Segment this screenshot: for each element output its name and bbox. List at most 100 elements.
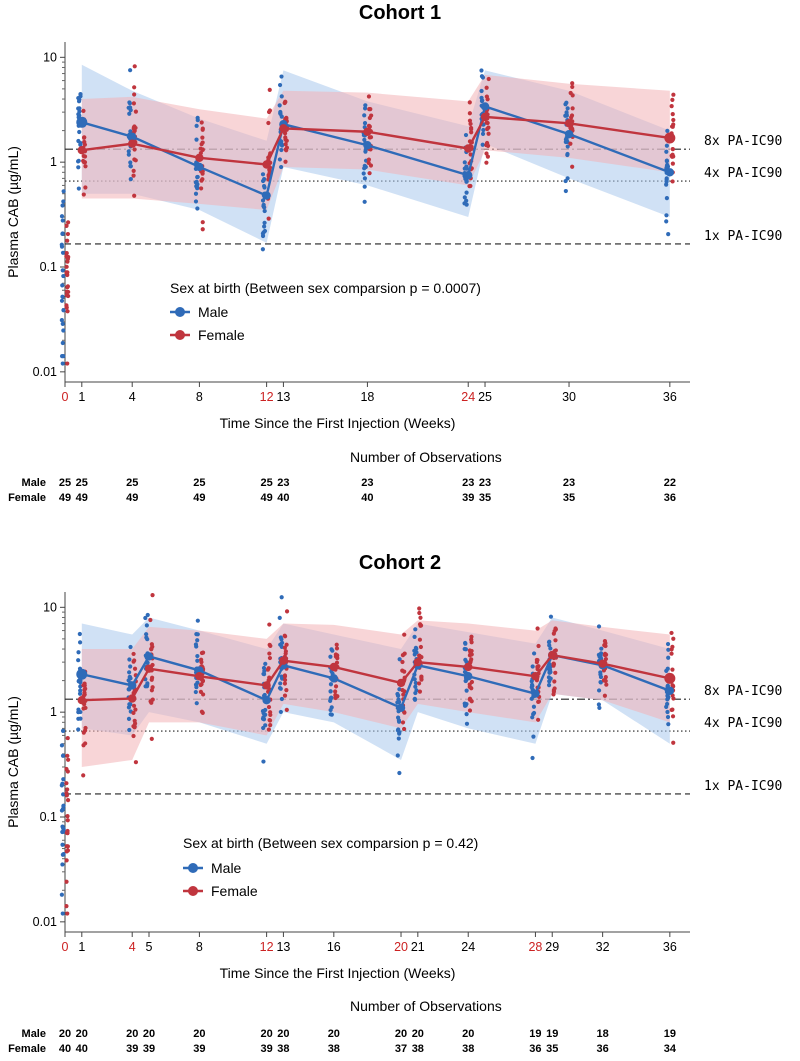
reference-line-label: 4x PA-IC90 [704, 716, 782, 731]
observation-point [60, 340, 65, 346]
observation-point [195, 182, 200, 187]
observation-point [570, 106, 575, 111]
observation-count-male: 20 [328, 1028, 340, 1040]
series-line-female [81, 653, 671, 702]
series-marker-female [128, 694, 137, 703]
observation-point [81, 743, 86, 748]
observation-point [76, 138, 81, 144]
observation-point [200, 126, 205, 131]
observation-point [283, 649, 288, 654]
series-marker-female [464, 144, 473, 153]
observation-point [563, 188, 568, 194]
observation-point [60, 250, 66, 255]
observation-point [277, 615, 282, 620]
observation-point [666, 655, 671, 660]
observation-point [60, 728, 66, 734]
observation-count-female: 36 [664, 492, 676, 504]
observation-point [148, 617, 153, 623]
observation-point [551, 692, 556, 697]
observation-point [81, 159, 86, 164]
observation-count-female: 49 [193, 492, 205, 504]
observation-point [535, 664, 540, 669]
observation-point [279, 164, 284, 170]
y-axis-label: Plasma CAB (µg/mL) [5, 146, 21, 278]
observation-point [81, 192, 86, 197]
observation-point [596, 624, 602, 629]
observation-point [278, 111, 283, 116]
observation-point [60, 218, 65, 223]
series-marker-male [564, 129, 574, 139]
series-marker-female [664, 132, 676, 144]
observation-point [530, 664, 535, 669]
observation-point [261, 759, 266, 764]
y-tick-label: 0.1 [40, 810, 57, 824]
observation-count-male: 23 [563, 477, 575, 489]
observation-point [200, 140, 205, 145]
observation-point [61, 829, 66, 834]
observation-point [65, 911, 70, 916]
observation-point [598, 653, 603, 658]
observation-point [81, 773, 86, 778]
observation-point [263, 707, 268, 713]
observation-point [64, 879, 69, 884]
series-marker-female [279, 656, 288, 665]
observation-point [78, 684, 83, 689]
observation-point [486, 131, 491, 136]
observation-point [397, 770, 402, 776]
observation-point [65, 361, 70, 366]
observation-point [464, 688, 469, 693]
observation-point [596, 702, 601, 707]
observation-point [64, 791, 69, 796]
observation-point [669, 651, 674, 656]
observation-point [413, 684, 418, 689]
observation-point [60, 294, 65, 299]
observation-point [669, 630, 674, 636]
observation-point [417, 637, 423, 642]
observation-point [83, 728, 88, 733]
observation-point [194, 685, 199, 690]
reference-line-label: 1x PA-IC90 [704, 229, 782, 244]
observation-point [413, 627, 418, 632]
observation-point [479, 88, 484, 94]
observation-point [597, 705, 602, 710]
observation-point [127, 674, 132, 679]
observation-point [536, 643, 541, 649]
observation-point [417, 610, 422, 616]
observation-point [485, 154, 490, 159]
observation-point [553, 648, 558, 653]
x-tick-label: 29 [545, 940, 559, 954]
observation-point [464, 198, 469, 203]
observation-point [76, 165, 81, 170]
observation-point [194, 137, 199, 142]
observation-point [468, 121, 473, 127]
observation-point [279, 595, 284, 600]
observation-point [669, 104, 674, 109]
x-axis-label: Time Since the First Injection (Weeks) [220, 965, 456, 981]
observation-point [546, 683, 552, 688]
observations-title: Number of Observations [350, 998, 502, 1014]
observation-point [366, 160, 371, 165]
observation-point [144, 635, 149, 640]
observation-point [279, 94, 284, 99]
series-marker-female [77, 146, 87, 155]
series-marker-female [413, 657, 423, 667]
y-tick-label: 10 [43, 50, 57, 64]
x-tick-label: 13 [276, 940, 290, 954]
observation-point [417, 689, 423, 694]
observation-count-female: 39 [193, 1043, 205, 1055]
observation-point [127, 111, 132, 116]
observation-point [603, 643, 608, 649]
observation-point [282, 693, 288, 698]
observation-point [671, 117, 676, 123]
observation-point [201, 692, 206, 697]
observation-point [530, 715, 535, 720]
observation-point [670, 179, 675, 184]
observation-point [671, 636, 676, 641]
x-tick-label: 24 [461, 940, 475, 954]
series-marker-female [279, 124, 288, 133]
y-tick-label: 1 [50, 705, 57, 719]
observation-point [664, 177, 669, 182]
observation-point [65, 735, 70, 741]
observation-point [126, 149, 131, 154]
